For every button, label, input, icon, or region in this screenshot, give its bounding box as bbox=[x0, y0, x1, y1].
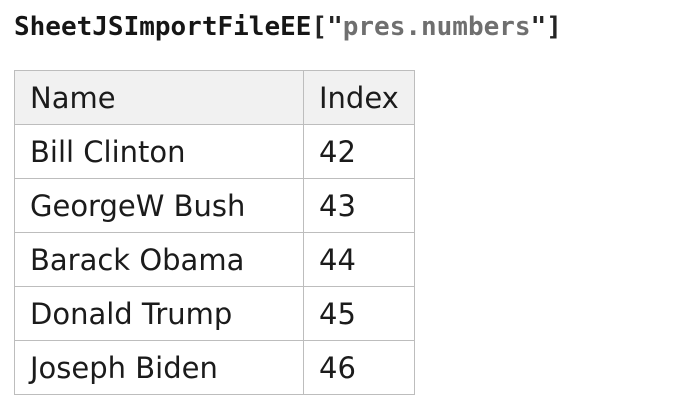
cell-name: Donald Trump bbox=[14, 286, 304, 341]
cell-index: 44 bbox=[303, 232, 415, 287]
table-row: Donald Trump 45 bbox=[14, 286, 415, 341]
cell-index: 46 bbox=[303, 340, 415, 395]
presidents-table: Name Index Bill Clinton 42 GeorgeW Bush … bbox=[14, 70, 415, 395]
cell-name: GeorgeW Bush bbox=[14, 178, 304, 233]
title-open-delimiter: [" bbox=[311, 12, 343, 42]
title-close-delimiter: "] bbox=[530, 12, 562, 42]
page-title: SheetJSImportFileEE["pres.numbers"] bbox=[14, 11, 684, 43]
cell-name: Bill Clinton bbox=[14, 124, 304, 179]
table-row: Bill Clinton 42 bbox=[14, 124, 415, 179]
title-function-name: SheetJSImportFileEE bbox=[14, 12, 312, 42]
title-sheet-name: pres.numbers bbox=[342, 12, 531, 42]
cell-index: 45 bbox=[303, 286, 415, 341]
table-row: Joseph Biden 46 bbox=[14, 340, 415, 395]
cell-index: 43 bbox=[303, 178, 415, 233]
cell-name: Barack Obama bbox=[14, 232, 304, 287]
table-header-row: Name Index bbox=[14, 70, 415, 125]
column-header-index: Index bbox=[303, 70, 415, 125]
table-row: GeorgeW Bush 43 bbox=[14, 178, 415, 233]
cell-name: Joseph Biden bbox=[14, 340, 304, 395]
cell-index: 42 bbox=[303, 124, 415, 179]
table-row: Barack Obama 44 bbox=[14, 232, 415, 287]
column-header-name: Name bbox=[14, 70, 304, 125]
